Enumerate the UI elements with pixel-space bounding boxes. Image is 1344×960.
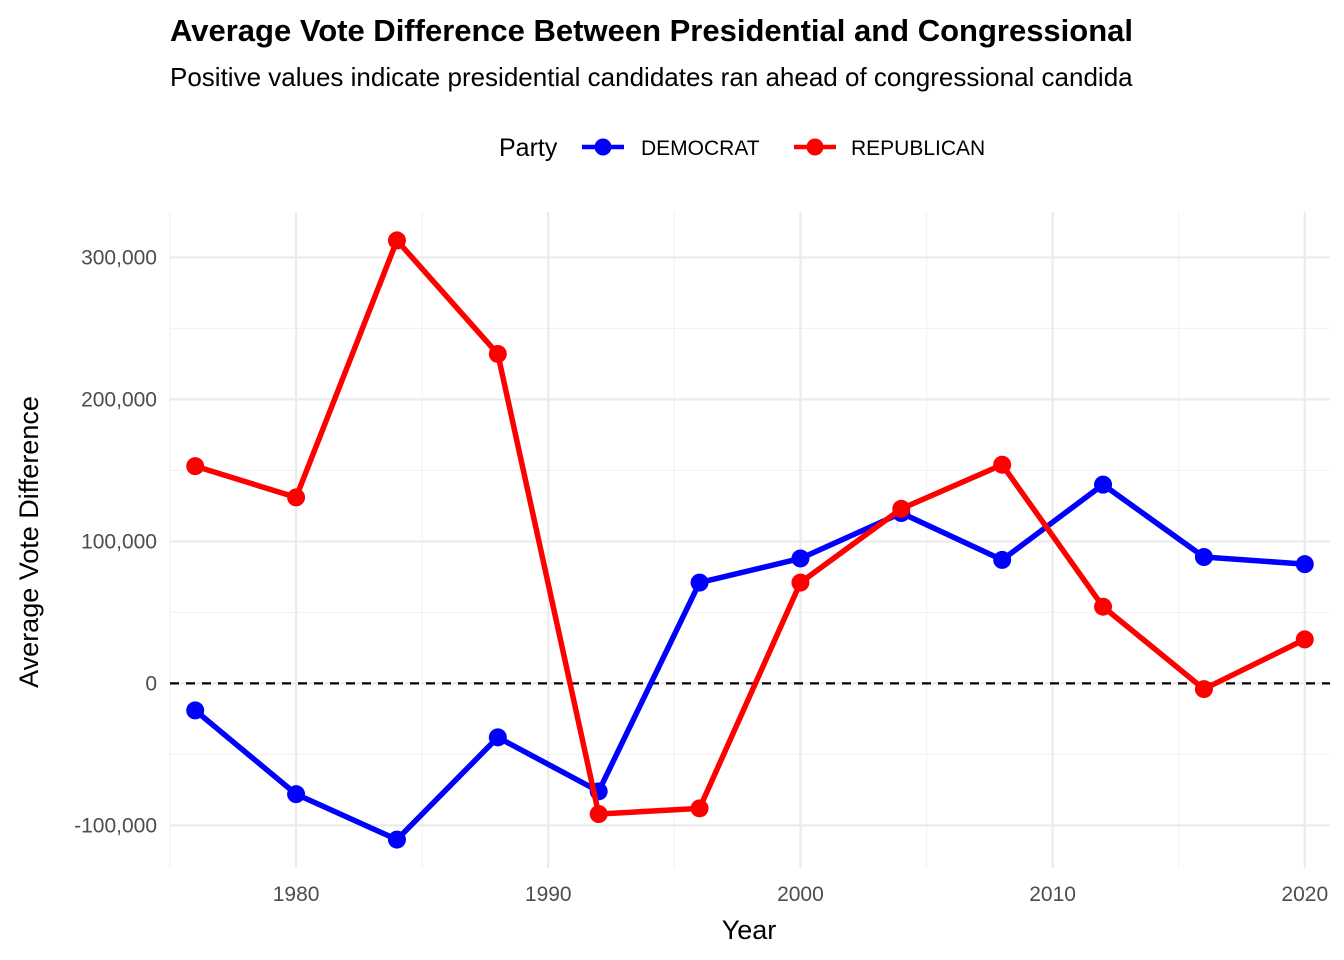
data-point-democrat-2020 xyxy=(1295,555,1314,574)
data-point-democrat-1988 xyxy=(488,728,507,747)
series-republican xyxy=(186,231,1314,824)
data-point-republican-1980 xyxy=(287,488,306,507)
y-axis-title: Average Vote Difference xyxy=(14,396,44,688)
chart-title: Average Vote Difference Between Presiden… xyxy=(170,13,1133,48)
legend-key-point-republican xyxy=(806,138,824,156)
y-axis-ticks: -100,000 0 100,000 200,000 300,000 xyxy=(74,246,157,837)
legend-item-republican: REPUBLICAN xyxy=(794,137,985,160)
data-point-democrat-2012 xyxy=(1094,475,1113,494)
legend-key-point-democrat xyxy=(594,138,612,156)
x-tick-label: 2020 xyxy=(1281,883,1328,906)
legend-item-democrat: DEMOCRAT xyxy=(582,137,760,160)
data-point-democrat-2016 xyxy=(1194,548,1213,567)
data-point-republican-2004 xyxy=(892,499,911,518)
data-point-republican-2012 xyxy=(1094,597,1113,616)
data-point-democrat-1976 xyxy=(186,701,205,720)
series-democrat xyxy=(186,475,1314,849)
y-tick-label: 200,000 xyxy=(81,388,157,411)
data-point-republican-2020 xyxy=(1295,630,1314,649)
grid xyxy=(169,212,1330,868)
legend-label-republican: REPUBLICAN xyxy=(851,137,985,160)
data-point-democrat-1984 xyxy=(387,830,406,849)
y-tick-label: 0 xyxy=(145,672,157,695)
data-point-republican-2016 xyxy=(1194,680,1213,699)
series-line-republican xyxy=(194,237,1306,817)
y-tick-label: 300,000 xyxy=(81,246,157,269)
data-point-republican-2008 xyxy=(993,455,1012,474)
x-tick-label: 2000 xyxy=(777,883,824,906)
legend: Party DEMOCRAT REPUBLICAN xyxy=(499,134,985,162)
x-tick-label: 1980 xyxy=(273,883,320,906)
x-axis-title: Year xyxy=(722,915,777,945)
x-tick-label: 2010 xyxy=(1029,883,1076,906)
data-point-democrat-1996 xyxy=(690,573,709,592)
legend-label-democrat: DEMOCRAT xyxy=(641,137,760,160)
data-point-democrat-2000 xyxy=(791,549,810,568)
data-point-republican-1976 xyxy=(186,457,205,476)
data-point-republican-2000 xyxy=(791,573,810,592)
data-point-republican-1992 xyxy=(589,805,608,824)
x-axis-ticks: 1980 1990 2000 2010 2020 xyxy=(273,883,1328,906)
series-line-democrat xyxy=(193,481,1305,843)
x-tick-label: 1990 xyxy=(525,883,572,906)
data-point-republican-1988 xyxy=(488,344,507,363)
y-tick-label: -100,000 xyxy=(74,814,157,837)
data-point-republican-1984 xyxy=(387,231,406,250)
y-tick-label: 100,000 xyxy=(81,530,157,553)
legend-title: Party xyxy=(499,134,558,162)
data-point-democrat-2008 xyxy=(993,550,1012,569)
data-point-democrat-1980 xyxy=(287,785,306,804)
data-point-republican-1996 xyxy=(690,799,709,818)
chart-subtitle: Positive values indicate presidential ca… xyxy=(170,62,1133,92)
series-layer xyxy=(186,231,1314,849)
